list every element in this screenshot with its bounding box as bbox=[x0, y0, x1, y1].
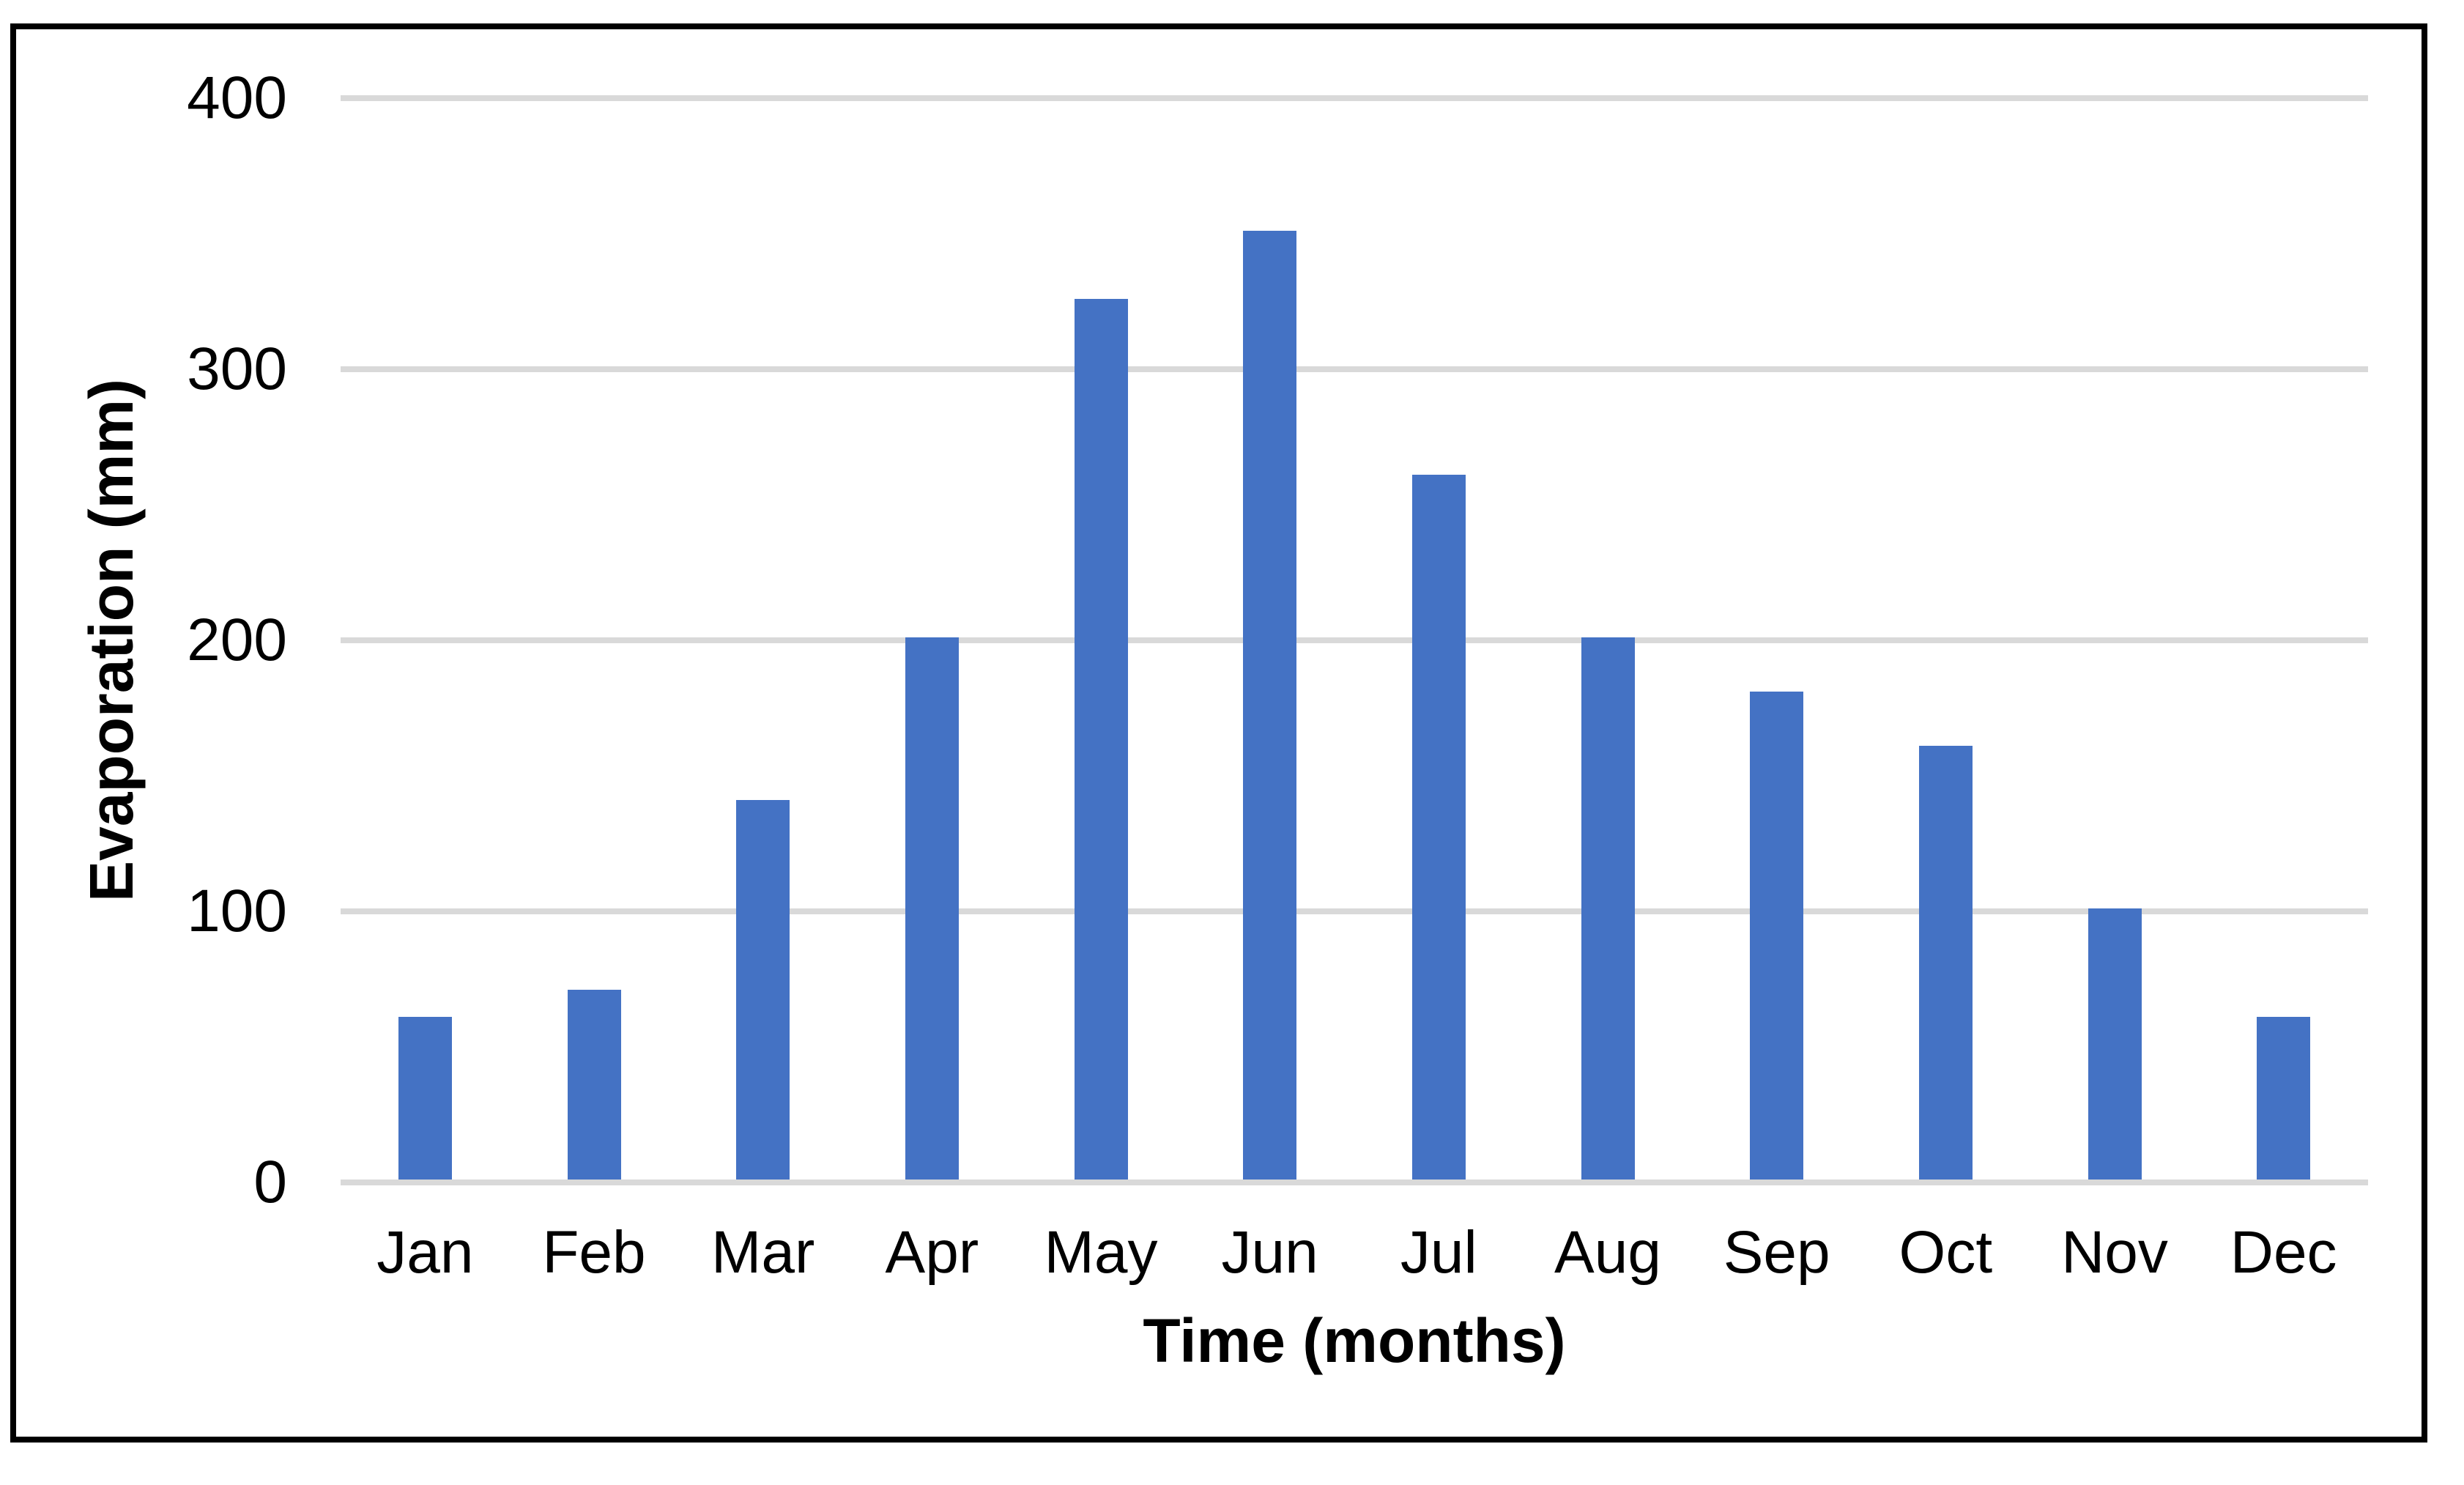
gridline-400 bbox=[341, 95, 2368, 101]
gridline-300 bbox=[341, 366, 2368, 372]
y-tick-label-400: 400 bbox=[187, 64, 287, 131]
bar-may bbox=[1074, 298, 1128, 1180]
chart-border bbox=[10, 23, 2427, 1443]
y-axis-title: Evaporation (mm) bbox=[77, 378, 146, 903]
gridline-100 bbox=[341, 908, 2368, 914]
bar-jul bbox=[1411, 475, 1466, 1180]
x-tick-label-feb: Feb bbox=[542, 1219, 646, 1286]
x-tick-label-jul: Jul bbox=[1400, 1219, 1477, 1286]
x-tick-label-oct: Oct bbox=[1899, 1219, 1993, 1286]
y-tick-label-100: 100 bbox=[187, 878, 287, 944]
bar-dec bbox=[2257, 1017, 2311, 1180]
gridline-0 bbox=[341, 1180, 2368, 1185]
bar-jun bbox=[1243, 231, 1297, 1180]
x-tick-label-may: May bbox=[1044, 1219, 1158, 1286]
x-tick-label-apr: Apr bbox=[885, 1219, 979, 1286]
x-tick-label-jun: Jun bbox=[1221, 1219, 1318, 1286]
x-tick-label-nov: Nov bbox=[2061, 1219, 2168, 1286]
y-tick-label-300: 300 bbox=[187, 336, 287, 402]
gridline-200 bbox=[341, 637, 2368, 643]
bar-oct bbox=[1918, 746, 1973, 1180]
y-tick-label-0: 0 bbox=[253, 1149, 287, 1215]
x-tick-label-sep: Sep bbox=[1723, 1219, 1830, 1286]
y-tick-label-200: 200 bbox=[187, 607, 287, 673]
x-tick-label-jan: Jan bbox=[376, 1219, 474, 1286]
bar-nov bbox=[2088, 908, 2142, 1180]
x-tick-label-aug: Aug bbox=[1554, 1219, 1661, 1286]
bar-aug bbox=[1581, 637, 1635, 1180]
x-axis-title: Time (months) bbox=[1143, 1306, 1566, 1375]
x-tick-label-dec: Dec bbox=[2230, 1219, 2337, 1286]
x-tick-label-mar: Mar bbox=[711, 1219, 815, 1286]
bar-sep bbox=[1750, 692, 1804, 1180]
bar-feb bbox=[567, 990, 621, 1180]
bar-apr bbox=[905, 637, 959, 1180]
bar-mar bbox=[736, 800, 790, 1180]
bar-jan bbox=[398, 1017, 452, 1180]
